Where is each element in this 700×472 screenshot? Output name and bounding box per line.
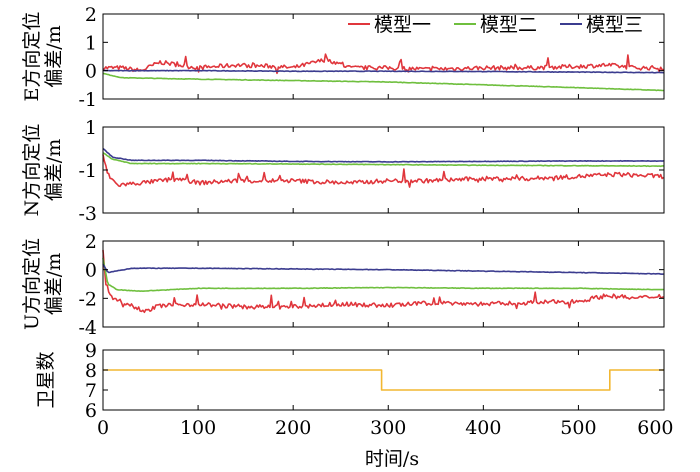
y-axis-label-line2-E: 偏差/m — [43, 25, 65, 87]
series-line-E-2 — [102, 72, 664, 92]
series-line-N-2 — [102, 152, 664, 168]
x-tick-label-0: 0 — [97, 417, 109, 439]
y-axis-label-SAT: 卫星数 — [35, 351, 57, 408]
y-axis-label-line2-U: 偏差/m — [43, 253, 65, 315]
y-axis-label-line1-U: U方向定位 — [21, 238, 43, 330]
legend-label-2: 模型二 — [480, 14, 537, 36]
x-tick-label-1: 100 — [180, 417, 216, 439]
y-axis-label-line1-E: E方向定位 — [21, 12, 43, 102]
y-axis-label-line1-N: N方向定位 — [21, 124, 43, 217]
panels-group: 210-1E方向定位 偏差/m1-1-3N方向定位 偏差/m20-2-4U方向定位偏… — [21, 4, 674, 439]
legend-label-3: 模型三 — [586, 14, 643, 36]
plot-frame-U — [102, 240, 665, 328]
series-line-U-2 — [102, 257, 664, 293]
series-line-N-3 — [102, 148, 664, 163]
y-tick-label-U-0: 2 — [85, 231, 97, 253]
y-tick-label-U-1: 0 — [85, 260, 97, 282]
panel-N: 1 -1 -3 N方向定位 偏差/m — [21, 117, 665, 225]
y-tick-label-E-0: 2 — [85, 4, 97, 26]
plot-frame-SAT — [102, 349, 665, 411]
plot-frame-E — [102, 13, 665, 100]
y-tick-label-SAT-3: 6 — [85, 400, 97, 422]
y-axis-label-N: N方向定位 偏差/m — [21, 124, 65, 217]
series-line-U-3 — [102, 263, 664, 276]
panel-E: 2 1 0 -1 E方向定位 偏差/m — [21, 4, 665, 111]
y-tick-label-U-3: -4 — [78, 317, 97, 339]
plot-frame-N — [102, 126, 665, 214]
legend: 模型一 模型二 模型三 — [348, 14, 643, 36]
y-tick-label-N-2: -3 — [78, 203, 97, 225]
y-tick-label-N-0: 1 — [85, 117, 97, 139]
x-tick-label-2: 200 — [275, 417, 311, 439]
y-axis-label-line2-N: 偏差/m — [43, 139, 65, 201]
series-line-SAT-1 — [103, 369, 664, 391]
y-tick-label-E-2: 0 — [85, 61, 97, 83]
y-axis-label-U: U方向定位 偏差/m — [21, 238, 65, 330]
y-tick-label-N-1: -1 — [78, 160, 97, 182]
x-axis-label: 时间/s — [365, 448, 419, 470]
y-tick-label-U-2: -2 — [78, 288, 97, 310]
x-tick-label-3: 300 — [370, 417, 406, 439]
y-tick-label-SAT-1: 8 — [85, 360, 97, 382]
series-line-E-3 — [102, 69, 664, 74]
y-tick-label-E-1: 1 — [85, 32, 97, 54]
y-tick-label-E-3: -1 — [78, 89, 97, 111]
x-tick-label-4: 400 — [465, 417, 501, 439]
legend-label-1: 模型一 — [374, 14, 431, 36]
y-tick-label-SAT-0: 9 — [85, 340, 97, 362]
series-line-U-1 — [102, 249, 664, 314]
x-tick-label-6: 600 — [637, 417, 673, 439]
y-axis-label-line1-SAT: 卫星数 — [35, 351, 57, 408]
y-tick-label-SAT-2: 7 — [85, 380, 97, 402]
series-line-E-1 — [102, 53, 664, 75]
series-line-N-1 — [102, 154, 664, 188]
x-tick-label-5: 500 — [560, 417, 596, 439]
panel-U: 2 0 -2 -4 U方向定位 偏差/m — [21, 231, 665, 339]
y-axis-label-E: E方向定位 偏差/m — [21, 12, 65, 102]
